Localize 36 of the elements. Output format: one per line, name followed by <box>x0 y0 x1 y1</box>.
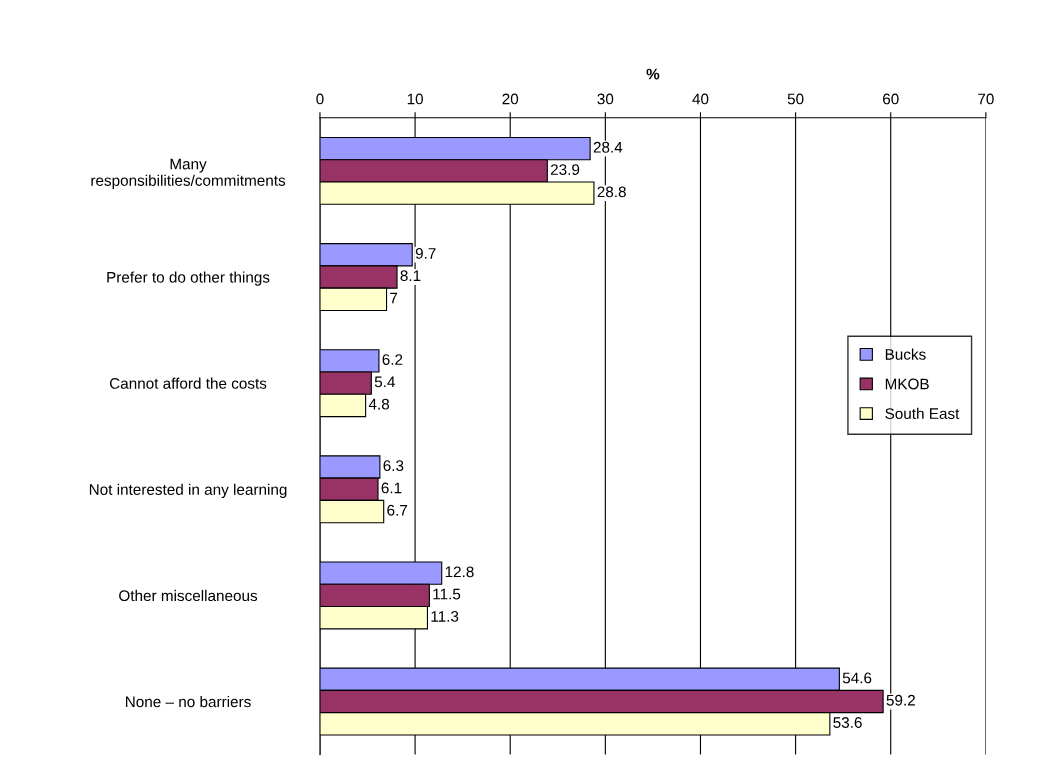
legend-label: Bucks <box>885 348 926 360</box>
x-tick-label: 50 <box>787 93 804 105</box>
x-tick-label: 40 <box>692 93 709 105</box>
data-label: 8.1 <box>400 270 421 282</box>
data-label: 6.3 <box>383 460 404 472</box>
data-label: 11.3 <box>431 610 459 622</box>
data-label: 23.9 <box>550 164 580 175</box>
data-label: 54.6 <box>842 672 872 684</box>
data-label: 6.2 <box>382 354 403 365</box>
data-label: 7 <box>390 292 398 304</box>
x-tick-label: 70 <box>978 93 994 105</box>
x-axis-title: % <box>646 68 660 80</box>
x-tick-label: 0 <box>316 93 324 105</box>
x-tick-label: 20 <box>502 93 519 105</box>
legend-label: South East <box>885 407 960 419</box>
y-tick-label: Other miscellaneous <box>119 589 258 602</box>
data-label: 5.4 <box>374 376 395 388</box>
data-label: 12.8 <box>445 566 474 578</box>
data-label: 11.5 <box>433 588 461 600</box>
y-tick-label: Cannot afford the costs <box>109 377 267 389</box>
data-label: 53.6 <box>833 717 862 728</box>
y-tick-label: None – no barriers <box>126 696 251 708</box>
data-label: 6.7 <box>387 504 408 516</box>
x-tick-label: 30 <box>597 93 614 105</box>
y-tick-label: Prefer to do other things <box>107 271 270 286</box>
data-label: 6.1 <box>381 482 402 494</box>
y-tick-label: Not interested in any learning <box>89 483 287 498</box>
data-label: 28.4 <box>593 141 623 153</box>
data-label: 59.2 <box>886 694 915 706</box>
y-tick-label: Many responsibilities/commitments <box>91 158 286 189</box>
x-tick-label: 60 <box>883 93 899 105</box>
data-label: 4.8 <box>368 398 390 410</box>
data-label: 28.8 <box>597 186 626 198</box>
x-tick-label: 10 <box>407 93 423 105</box>
legend-label: MKOB <box>885 378 929 390</box>
data-label: 9.7 <box>415 248 436 259</box>
